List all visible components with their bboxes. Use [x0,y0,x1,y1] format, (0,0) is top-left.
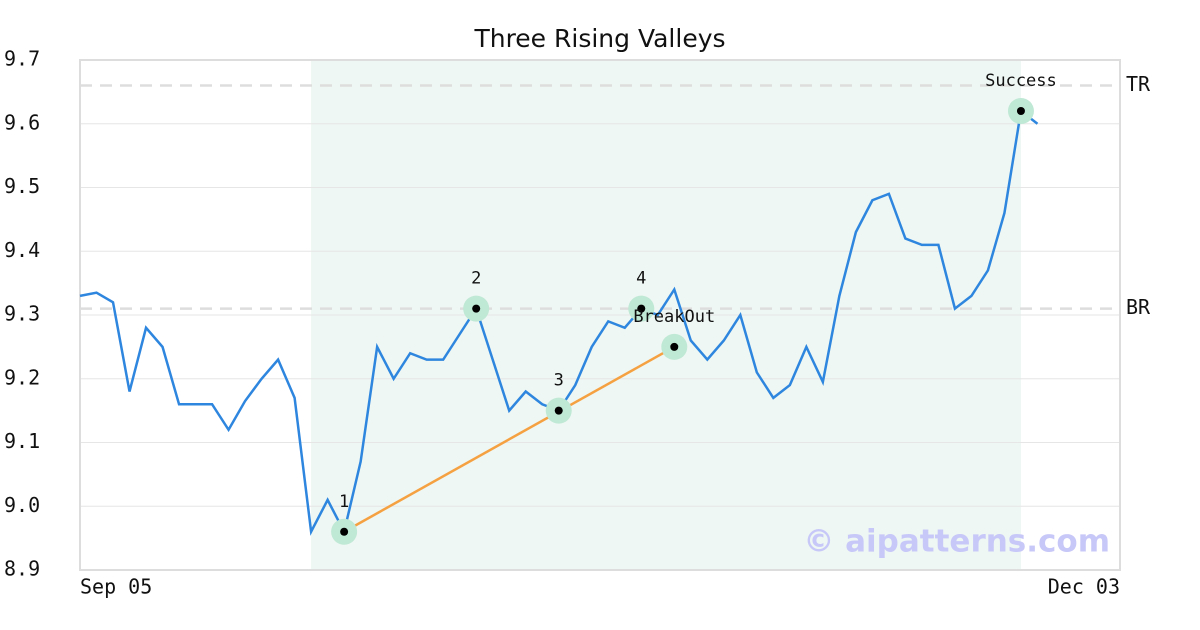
y-tick-label: 9.4 [4,238,40,262]
level-label: TR [1126,72,1151,96]
y-tick-label: 9.3 [4,302,40,326]
plot-frame [79,59,1121,571]
annotation-label: 2 [471,269,481,289]
annotation-point [1016,107,1025,115]
y-tick-label: 9.0 [4,493,40,517]
annotation-point [472,304,481,313]
annotation-point [340,527,349,536]
annotation-point [670,342,679,351]
chart-title: Three Rising Valleys [473,24,725,53]
y-tick-label: 8.9 [4,557,40,581]
y-tick-label: 9.7 [4,47,40,71]
trend-line [343,345,675,533]
x-tick-label: Sep 05 [80,575,152,599]
y-tick-label: 9.6 [4,110,40,134]
annotation-label: 1 [339,492,349,512]
annotation-label: BreakOut [633,307,715,327]
annotation-point [554,406,563,415]
level-label: BR [1126,295,1151,319]
annotation-label: Success [985,71,1057,91]
annotation-label: 3 [554,371,564,391]
watermark: © aipatterns.com [803,524,1110,560]
y-tick-label: 9.1 [4,429,40,453]
y-tick-label: 9.2 [4,365,40,389]
annotation-point [637,304,646,313]
y-tick-label: 9.5 [4,174,40,198]
x-tick-label: Dec 03 [1048,575,1120,599]
annotation-label: 4 [636,269,646,289]
